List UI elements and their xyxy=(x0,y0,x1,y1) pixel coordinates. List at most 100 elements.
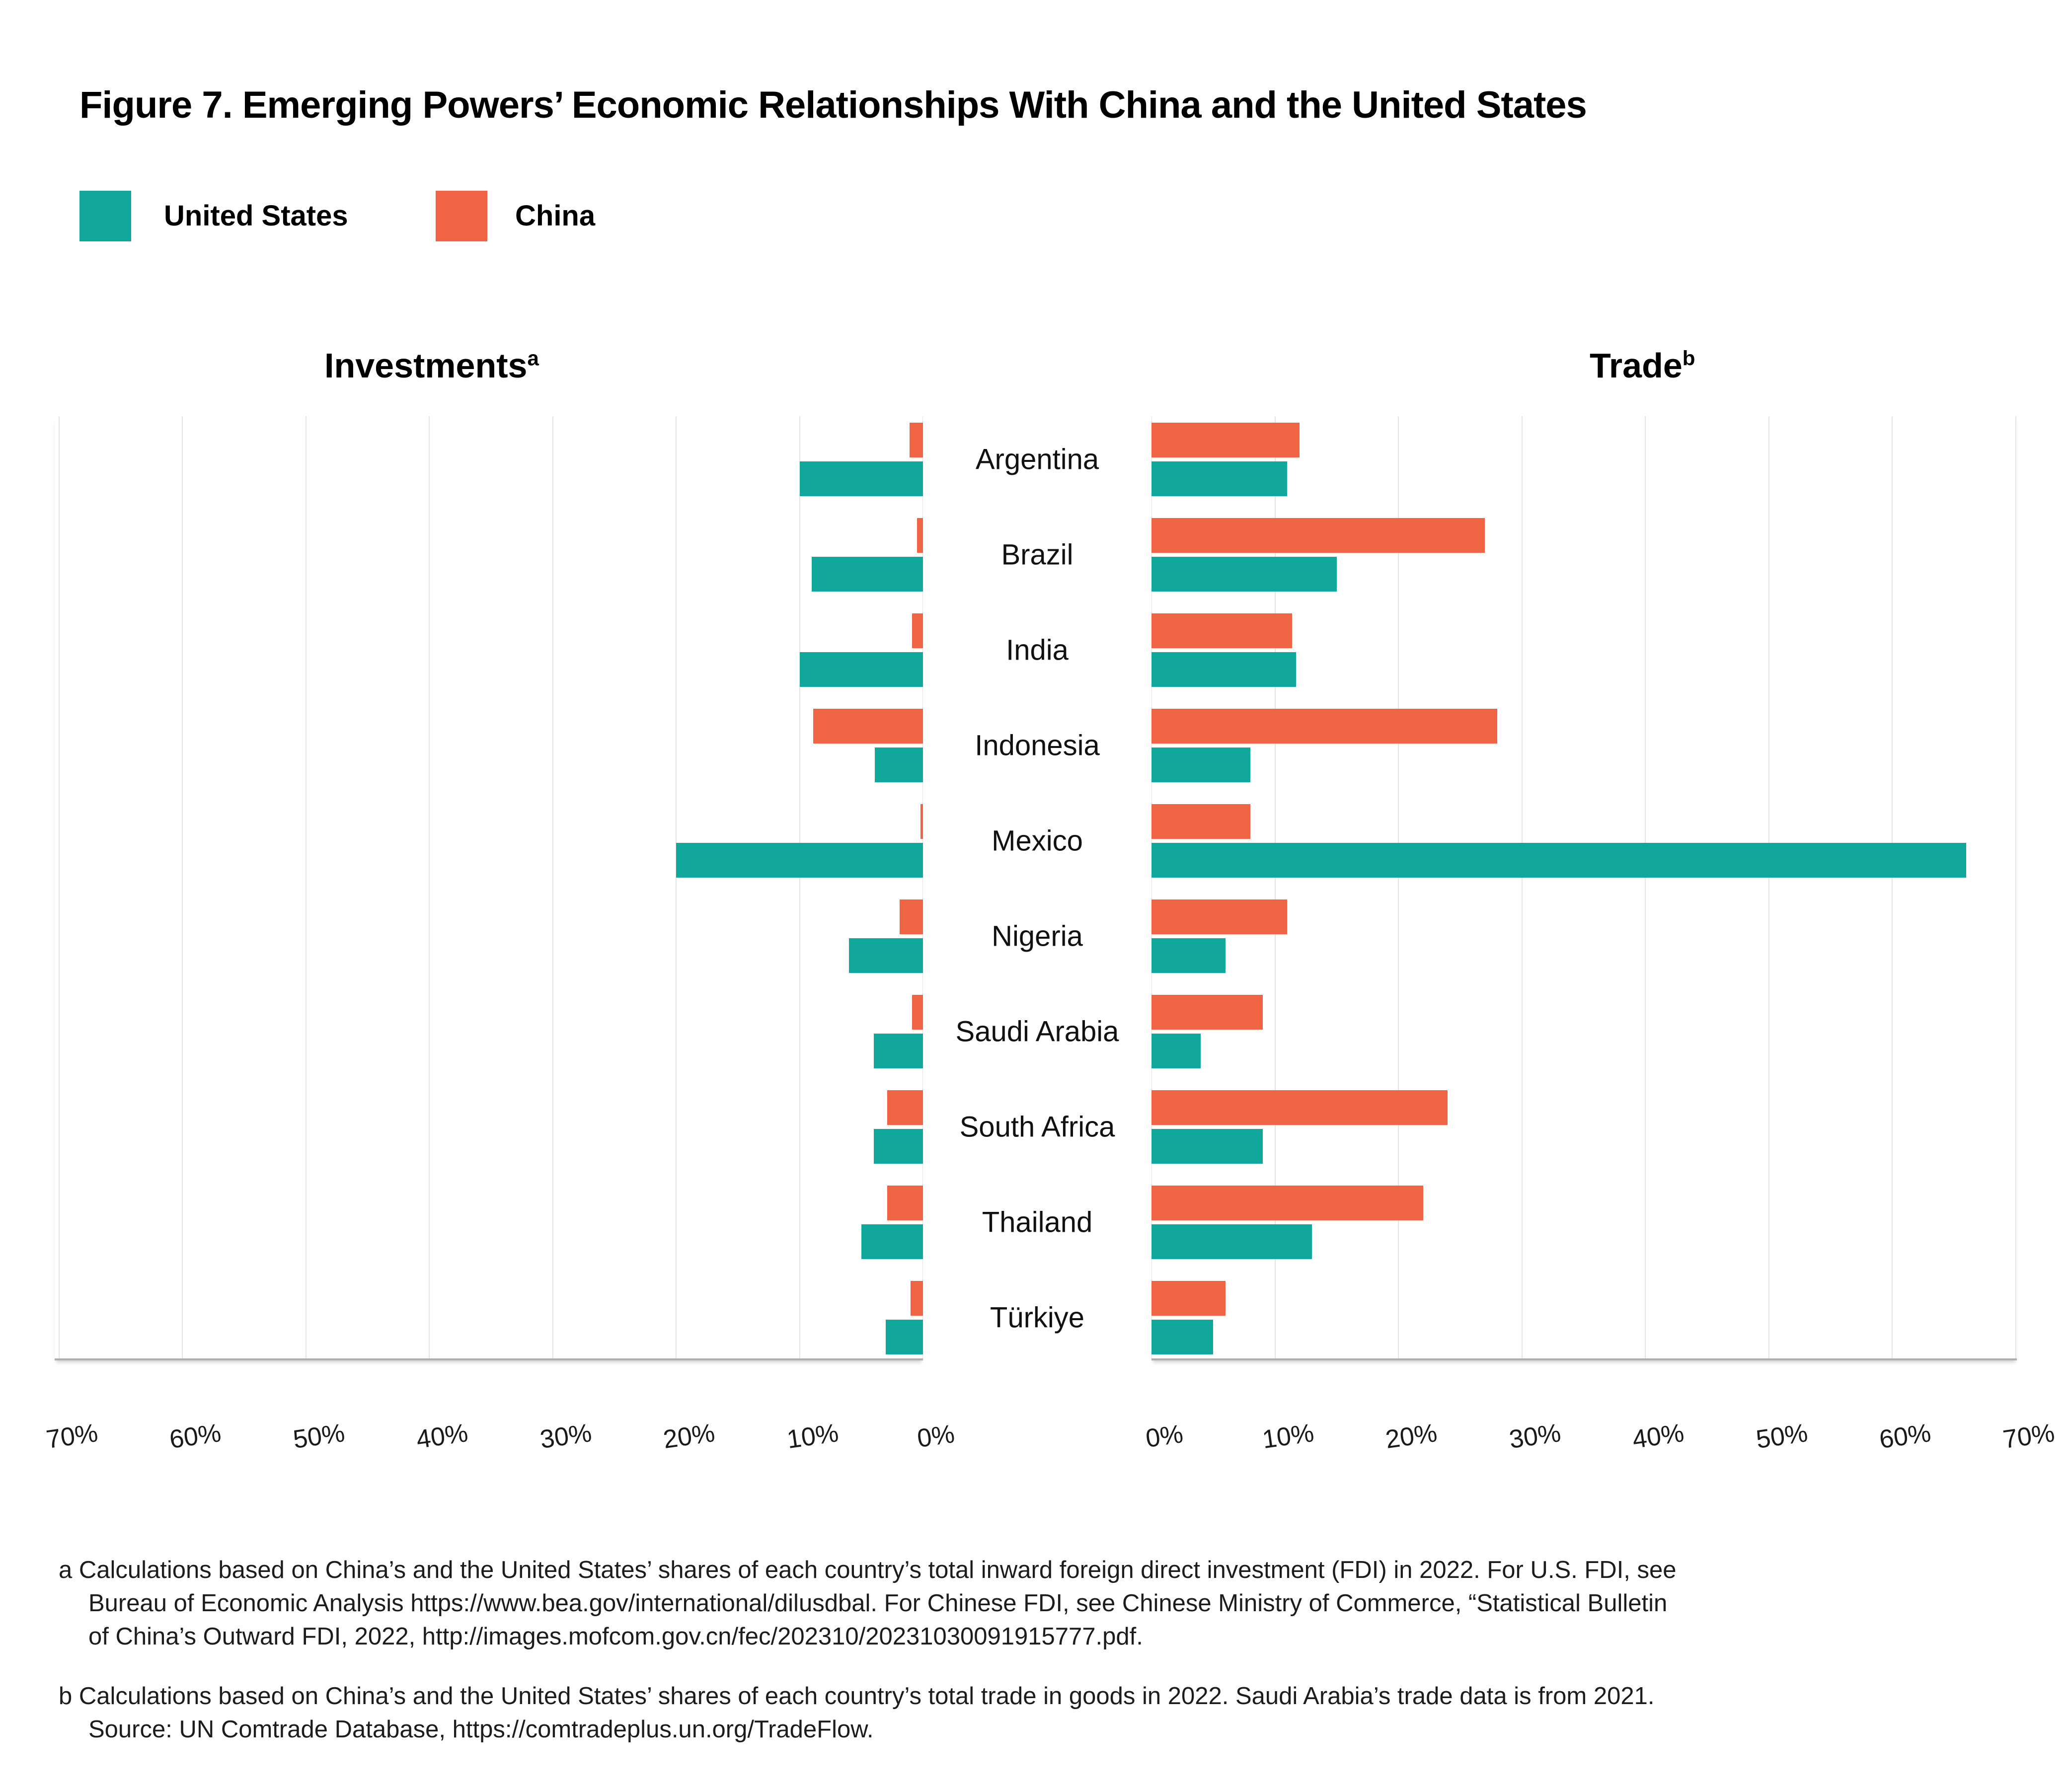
footnote-a-line: a Calculations based on China’s and the … xyxy=(59,1557,1677,1583)
bar-trade-mexico-united-states xyxy=(1151,843,1967,878)
bar-investments-argentina-united-states xyxy=(799,461,923,496)
axis-tick-70pct: 70% xyxy=(44,1419,100,1454)
bar-trade-thailand-china xyxy=(1151,1186,1423,1220)
bar-trade-brazil-united-states xyxy=(1151,557,1337,592)
gridline-60pct xyxy=(1892,416,1893,1358)
axis-tick-40pct: 40% xyxy=(1630,1419,1686,1454)
bar-investments-india-china xyxy=(912,613,923,648)
footnote-b-line: Source: UN Comtrade Database, https://co… xyxy=(88,1716,874,1743)
gridline-40pct xyxy=(1645,416,1646,1358)
gridline-0pct xyxy=(1151,416,1152,1358)
axis-tick-30pct: 30% xyxy=(1507,1419,1563,1454)
axis-tick-20pct: 20% xyxy=(661,1419,717,1454)
axis-tick-10pct: 10% xyxy=(784,1419,841,1454)
bar-investments-indonesia-china xyxy=(813,709,923,744)
axis-tick-50pct: 50% xyxy=(1754,1419,1810,1454)
bar-investments-argentina-china xyxy=(909,423,923,457)
gridline-10pct xyxy=(1274,416,1276,1358)
footnote-marker-b: b xyxy=(1682,346,1695,370)
country-label-mexico: Mexico xyxy=(992,824,1083,857)
investments-plot-area xyxy=(55,416,923,1360)
country-label-nigeria: Nigeria xyxy=(992,920,1083,953)
figure-title: Figure 7. Emerging Powers’ Economic Rela… xyxy=(79,84,1587,126)
gridline-50pct xyxy=(1768,416,1769,1358)
bar-trade-mexico-china xyxy=(1151,804,1250,839)
bar-investments-thailand-china xyxy=(887,1186,923,1220)
bar-trade-thailand-united-states xyxy=(1151,1224,1312,1259)
axis-tick-10pct: 10% xyxy=(1260,1419,1316,1454)
gridline-40pct xyxy=(429,416,430,1358)
bar-trade-argentina-china xyxy=(1151,423,1300,457)
bar-trade-brazil-china xyxy=(1151,518,1485,553)
bar-trade-saudi-arabia-china xyxy=(1151,995,1263,1030)
legend-label-united-states: United States xyxy=(164,200,348,232)
bar-investments-brazil-united-states xyxy=(812,557,923,592)
bar-investments-brazil-china xyxy=(917,518,923,553)
bar-trade-india-china xyxy=(1151,613,1293,648)
footnote-b: b Calculations based on China’s and the … xyxy=(59,1680,1654,1746)
trade-panel-header: Tradeb xyxy=(1590,346,1695,385)
axis-tick-70pct: 70% xyxy=(2000,1419,2057,1454)
bar-investments-indonesia-united-states xyxy=(875,747,923,782)
bar-investments-south-africa-united-states xyxy=(873,1129,923,1164)
bar-trade-nigeria-united-states xyxy=(1151,938,1226,973)
country-label-t-rkiye: Türkiye xyxy=(990,1301,1085,1334)
axis-tick-60pct: 60% xyxy=(1877,1419,1933,1454)
bar-investments-t-rkiye-united-states xyxy=(886,1320,923,1354)
legend-label-china: China xyxy=(515,200,596,232)
legend-swatch-china xyxy=(436,191,487,241)
bar-investments-mexico-china xyxy=(920,804,923,839)
bar-trade-indonesia-united-states xyxy=(1151,747,1250,782)
gridline-50pct xyxy=(305,416,307,1358)
country-label-south-africa: South Africa xyxy=(959,1111,1115,1143)
bar-investments-nigeria-united-states xyxy=(848,938,923,973)
gridline-20pct xyxy=(1398,416,1399,1358)
footnote-marker-a: a xyxy=(527,346,539,370)
bar-trade-argentina-united-states xyxy=(1151,461,1288,496)
bar-investments-south-africa-china xyxy=(887,1090,923,1125)
bar-investments-india-united-states xyxy=(799,652,923,687)
axis-tick-50pct: 50% xyxy=(291,1419,347,1454)
bar-trade-indonesia-china xyxy=(1151,709,1497,744)
bar-trade-south-africa-united-states xyxy=(1151,1129,1263,1164)
gridline-70pct xyxy=(58,416,60,1358)
legend-swatch-united-states xyxy=(79,191,131,241)
axis-tick-40pct: 40% xyxy=(414,1419,470,1454)
country-label-band: Argentina Brazil India Indonesia Mexico Niger… xyxy=(923,416,1151,1358)
bar-trade-t-rkiye-china xyxy=(1151,1281,1226,1316)
axis-tick-20pct: 20% xyxy=(1383,1419,1439,1454)
gridline-70pct xyxy=(2015,416,2016,1358)
gridline-30pct xyxy=(1521,416,1523,1358)
country-label-argentina: Argentina xyxy=(975,443,1099,476)
bar-investments-saudi-arabia-china xyxy=(912,995,923,1030)
country-label-brazil: Brazil xyxy=(1001,538,1073,571)
bar-trade-t-rkiye-united-states xyxy=(1151,1320,1214,1354)
gridline-60pct xyxy=(182,416,183,1358)
bar-investments-t-rkiye-china xyxy=(911,1281,923,1316)
bar-trade-india-united-states xyxy=(1151,652,1296,687)
bar-investments-saudi-arabia-united-states xyxy=(873,1034,923,1068)
investments-panel-header: Investmentsa xyxy=(324,346,539,385)
country-label-india: India xyxy=(1006,634,1069,667)
country-label-saudi-arabia: Saudi Arabia xyxy=(955,1015,1119,1048)
axis-tick-60pct: 60% xyxy=(167,1419,223,1454)
bar-investments-nigeria-china xyxy=(899,899,923,934)
country-label-indonesia: Indonesia xyxy=(975,729,1100,762)
gridline-10pct xyxy=(799,416,800,1358)
bar-trade-nigeria-china xyxy=(1151,899,1288,934)
bar-trade-south-africa-china xyxy=(1151,1090,1448,1125)
bar-investments-mexico-united-states xyxy=(676,843,923,878)
axis-tick-0pct: 0% xyxy=(915,1419,957,1453)
bar-trade-saudi-arabia-united-states xyxy=(1151,1034,1201,1068)
gridline-30pct xyxy=(552,416,553,1358)
axis-tick-0pct: 0% xyxy=(1144,1419,1185,1453)
axis-tick-30pct: 30% xyxy=(537,1419,594,1454)
footnote-b-line: b Calculations based on China’s and the … xyxy=(59,1683,1655,1710)
trade-plot-area xyxy=(1151,416,2017,1360)
footnote-a-line: Bureau of Economic Analysis https://www.… xyxy=(88,1590,1668,1617)
gridline-20pct xyxy=(676,416,677,1358)
country-label-thailand: Thailand xyxy=(982,1206,1093,1239)
footnote-a: a Calculations based on China’s and the … xyxy=(59,1554,1677,1653)
footnote-a-line: of China’s Outward FDI, 2022, http://ima… xyxy=(88,1623,1143,1650)
